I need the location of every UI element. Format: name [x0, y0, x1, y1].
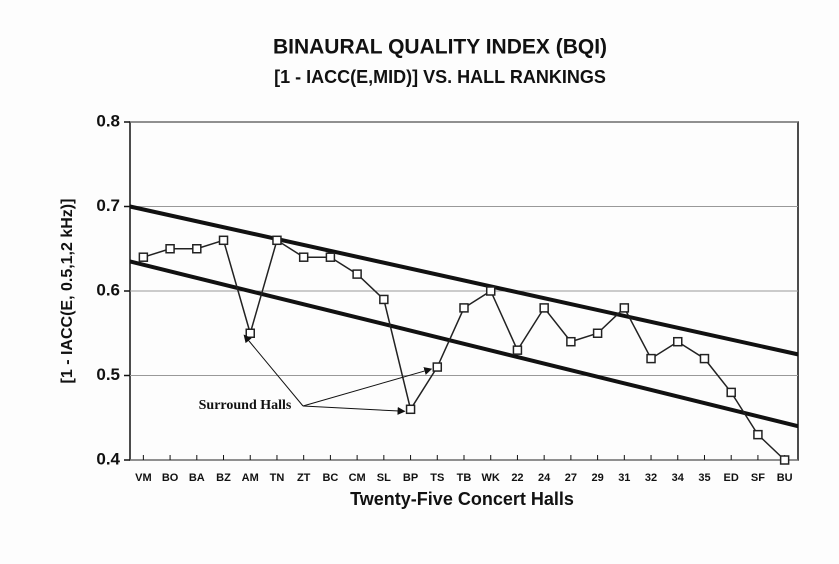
x-tick-label: TN: [270, 472, 285, 484]
data-point: [432, 362, 443, 372]
data-point: [459, 303, 469, 313]
y-tick-label: 0.4: [96, 449, 120, 468]
data-point: [245, 328, 255, 338]
chart-title: BINAURAL QUALITY INDEX (BQI): [273, 36, 607, 59]
y-tick-label: 0.7: [96, 196, 120, 215]
data-point: [646, 353, 656, 364]
data-point: [753, 429, 763, 440]
trend-line: [129, 204, 799, 357]
x-tick-label: SL: [377, 472, 391, 484]
data-point: [699, 353, 710, 364]
x-tick-label: 22: [511, 472, 523, 484]
chart-subtitle: [1 - IACC(E,MID)] VS. HALL RANKINGS: [274, 67, 606, 87]
x-tick-label: 31: [618, 472, 630, 484]
data-point: [352, 269, 362, 279]
data-point: [512, 345, 523, 355]
data-point: [779, 455, 790, 465]
y-tick-label: 0.8: [96, 111, 120, 130]
data-point: [566, 336, 576, 347]
x-tick-label: TB: [457, 472, 472, 484]
y-tick-label: 0.6: [96, 280, 120, 299]
data-point: [619, 303, 630, 313]
data-point: [379, 294, 389, 305]
data-point: [592, 328, 603, 338]
annotation-arrow: [243, 334, 304, 407]
x-tick-label: 35: [698, 472, 710, 484]
x-tick-label: 32: [645, 472, 657, 484]
data-point: [726, 387, 736, 398]
x-tick-label: TS: [430, 472, 444, 484]
x-tick-label: BU: [777, 472, 793, 484]
x-tick-label: VM: [135, 472, 152, 484]
y-tick-label: 0.5: [96, 365, 120, 384]
x-tick-label: AM: [242, 472, 259, 484]
x-tick-label: BP: [403, 472, 418, 484]
x-tick-label: 27: [565, 472, 577, 484]
x-tick-label: CM: [349, 472, 366, 484]
data-point: [325, 252, 336, 262]
x-tick-label: SF: [751, 472, 765, 484]
data-point: [192, 244, 202, 254]
x-tick-label: ED: [724, 472, 739, 484]
annotation-arrow: [302, 367, 433, 407]
data-point: [165, 244, 175, 254]
trend-line: [129, 259, 799, 429]
x-tick-label: WK: [482, 472, 500, 484]
data-point: [405, 404, 416, 415]
data-point: [485, 286, 496, 296]
data-point: [673, 336, 683, 347]
x-tick-label: ZT: [297, 472, 311, 484]
x-tick-label: BA: [189, 472, 205, 484]
x-tick-label: 24: [538, 472, 551, 484]
data-point: [272, 235, 282, 246]
annotation-arrow: [302, 405, 406, 415]
x-tick-label: 29: [591, 472, 603, 484]
y-axis-label: [1 - IACC(E, 0.5,1,2 kHz)]: [59, 199, 76, 384]
data-point: [298, 252, 309, 262]
x-axis-label: Twenty-Five Concert Halls: [350, 489, 574, 509]
x-tick-label: BC: [322, 472, 338, 484]
data-point: [539, 303, 549, 313]
series-line: [143, 239, 786, 461]
x-tick-label: BO: [162, 472, 179, 484]
data-point: [218, 235, 229, 246]
data-point: [138, 252, 149, 262]
annotation: Surround Halls: [199, 398, 292, 413]
x-tick-label: BZ: [216, 472, 231, 484]
x-tick-label: 34: [672, 472, 685, 484]
